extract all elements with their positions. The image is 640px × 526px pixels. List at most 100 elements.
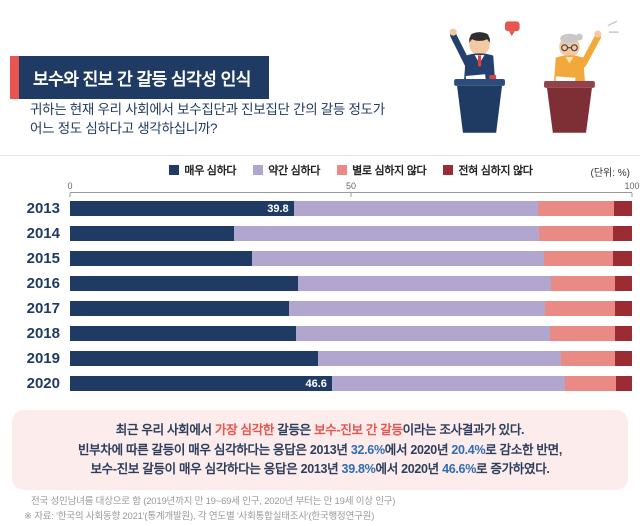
bar-track [70,301,632,316]
bar-segment-very-serious [70,351,318,366]
bar-value-label: 46.6 [305,377,327,390]
bar-segment-very-serious: 46.6 [70,376,332,391]
bar-track [70,351,632,366]
year-label: 2018 [26,325,60,342]
summary-text: 에서 2020년 [375,462,443,476]
summary-panel: 최근 우리 사회에서 가장 심각한 갈등은 보수-진보 간 갈등이라는 조사결과… [12,410,628,490]
summary-text: 39.8% [341,462,376,476]
year-label: 2014 [26,225,60,242]
bar-segment-not-very-serious [565,376,616,391]
bar-track: 46.6 [70,376,632,391]
bar-segment-not-at-all-serious [612,226,632,241]
legend-item: 별로 심하지 않다 [337,162,427,178]
legend-item: 전혀 심하지 않다 [443,162,533,178]
stacked-bar-chart: 0 50 100 2013 39.8 2014 2015 2016 2017 2018 2019 2… [0,178,640,396]
summary-text: 20.4% [451,442,486,457]
bar-value-label: 39.8 [267,202,289,215]
year-label: 2013 [26,200,60,217]
year-label: 2020 [26,375,60,392]
header-divider [0,155,640,156]
summary-text: 이라는 조사결과가 있다. [402,423,525,437]
legend-swatch [443,165,454,175]
summary-line: 최근 우리 사회에서 가장 심각한 갈등은 보수-진보 간 갈등이라는 조사결과… [12,421,628,441]
bar-segment-very-serious [70,276,299,291]
page-title: 보수와 진보 간 갈등 심각성 인식 [19,56,269,99]
bar-segment-not-at-all-serious [612,251,632,266]
summary-text: 최근 우리 사회에서 [115,423,215,437]
source-note: 전국 성인남녀를 대상으로 함 (2019년까지 만 19~69세 인구, 20… [24,495,395,524]
title-bar: 보수와 진보 간 갈등 심각성 인식 [10,56,269,99]
legend-item: 약간 심하다 [253,162,320,178]
x-axis-line [69,192,633,197]
bar-track [70,276,632,291]
summary-text: 로 감소한 반면, [485,442,563,457]
year-label: 2015 [26,250,60,267]
summary-text: 에서 2020년 [384,442,452,457]
axis-tick [350,193,352,197]
bar-segment-very-serious [70,226,234,241]
left-podium-icon [454,74,505,133]
bar-segment-somewhat-serious [298,276,551,291]
axis-tick-label: 0 [67,181,73,191]
bar-track [70,326,632,341]
bar-row: 2014 [0,221,640,246]
unit-label: (단위: %) [590,168,630,179]
speech-bubble-icon [504,20,620,37]
legend-label: 매우 심하다 [184,165,237,177]
axis-tick [631,193,633,197]
survey-question-line1: 귀하는 현재 우리 사회에서 보수집단과 진보집단 간의 갈등 정도가 [30,102,385,117]
source-note-line2: ※ 자료: '한국의 사회동향 2021'(통계개발원), 각 연도별 '사회통… [24,510,375,522]
bar-segment-somewhat-serious [317,351,561,366]
debate-illustration [449,20,620,133]
title-accent-bar [10,56,19,99]
bar-segment-not-very-serious [545,301,616,316]
bar-segment-not-very-serious [537,201,614,216]
bar-segment-not-very-serious [549,326,616,341]
bar-row: 2020 46.6 [0,371,640,396]
bar-segment-somewhat-serious [331,376,566,391]
axis-tick [69,193,71,197]
bar-segment-not-at-all-serious [614,201,632,216]
summary-text: 빈부차에 따른 갈등이 매우 심각하다는 응답은 2013년 [77,442,351,457]
summary-text: 로 증가하였다. [476,462,550,476]
bar-track [70,226,632,241]
summary-line: 빈부차에 따른 갈등이 매우 심각하다는 응답은 2013년 32.6%에서 2… [12,441,628,461]
year-label: 2016 [26,275,60,292]
legend: 매우 심하다 약간 심하다 별로 심하지 않다 전혀 심하지 않다 [70,162,632,178]
x-axis-labels: 0 50 100 [67,178,639,192]
legend-item: 매우 심하다 [169,162,237,178]
bar-segment-not-very-serious [544,251,613,266]
bar-track [70,251,632,266]
bar-row: 2018 [0,321,640,346]
bar-track: 39.8 [70,201,632,216]
bar-segment-somewhat-serious [289,301,546,316]
bar-segment-very-serious [70,326,296,341]
bar-segment-not-at-all-serious [615,351,632,366]
source-note-line1: 전국 성인남녀를 대상으로 함 (2019년까지 만 19~69세 인구, 20… [31,496,396,507]
right-debater-icon [553,30,602,84]
axis-tick-label: 100 [624,181,640,191]
year-label: 2017 [26,300,60,317]
bar-row: 2015 [0,246,640,271]
bar-segment-not-at-all-serious [615,326,632,341]
right-podium-icon [544,76,595,133]
summary-text: 32.6% [350,442,385,457]
legend-label: 별로 심하지 않다 [352,165,427,177]
summary-lines: 최근 우리 사회에서 가장 심각한 갈등은 보수-진보 간 갈등이라는 조사결과… [12,421,628,480]
survey-question: 귀하는 현재 우리 사회에서 보수집단과 진보집단 간의 갈등 정도가 어느 정… [30,101,385,139]
bar-segment-somewhat-serious [251,251,545,266]
chart-rows: 2013 39.8 2014 2015 2016 2017 2018 2019 2020 46.6 [0,196,640,396]
left-debater-icon [449,28,496,82]
bar-segment-not-at-all-serious [615,276,632,291]
summary-text: 보수-진보 갈등이 매우 심각하다는 응답은 2013년 [90,462,342,476]
summary-text: 갈등은 [274,423,315,437]
bar-row: 2017 [0,296,640,321]
legend-swatch [169,165,180,175]
bar-segment-somewhat-serious [295,326,550,341]
bar-segment-not-at-all-serious [615,301,632,316]
summary-line: 보수-진보 갈등이 매우 심각하다는 응답은 2013년 39.8%에서 202… [12,460,628,480]
bar-segment-not-at-all-serious [615,376,632,391]
year-label: 2019 [26,350,60,367]
legend-label: 전혀 심하지 않다 [458,165,533,177]
bar-segment-not-very-serious [539,226,613,241]
